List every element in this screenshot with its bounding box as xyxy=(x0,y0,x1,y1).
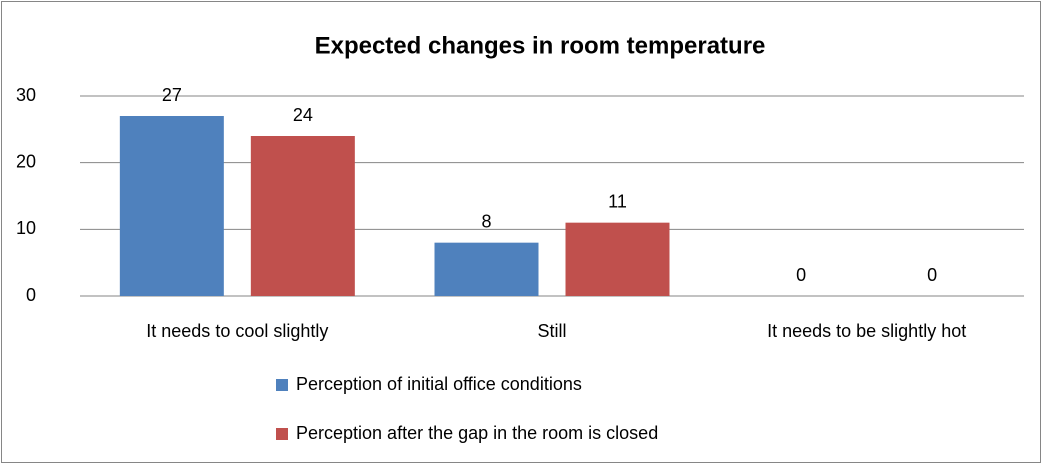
legend-label: Perception after the gap in the room is … xyxy=(296,423,658,443)
legend-label: Perception of initial office conditions xyxy=(296,374,582,394)
bar xyxy=(119,116,224,296)
data-label: 0 xyxy=(796,265,806,285)
bar xyxy=(250,136,355,296)
y-tick-label: 10 xyxy=(16,218,36,238)
legend-swatch xyxy=(276,428,288,440)
data-label: 11 xyxy=(608,191,627,211)
data-label: 0 xyxy=(927,265,937,285)
bar xyxy=(434,242,539,296)
x-tick-label: It needs to be slightly hot xyxy=(767,321,966,341)
chart-title: Expected changes in room temperature xyxy=(315,32,766,59)
data-label: 8 xyxy=(481,211,491,231)
x-tick-label: Still xyxy=(537,321,566,341)
y-tick-label: 20 xyxy=(16,151,36,171)
data-label: 27 xyxy=(162,85,182,105)
x-tick-label: It needs to cool slightly xyxy=(146,321,328,341)
y-tick-label: 0 xyxy=(26,285,36,305)
data-label: 24 xyxy=(293,105,313,125)
legend-swatch xyxy=(276,379,288,391)
bar xyxy=(565,222,670,296)
y-tick-label: 30 xyxy=(16,85,36,105)
